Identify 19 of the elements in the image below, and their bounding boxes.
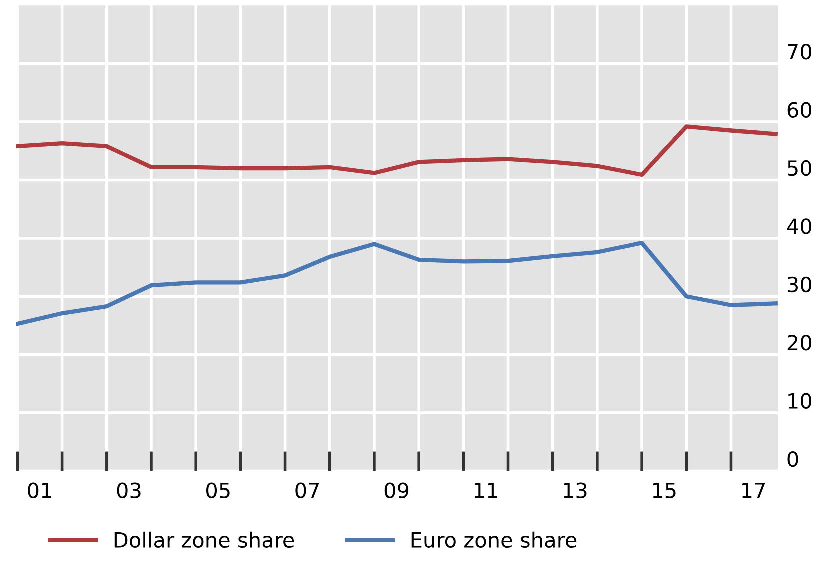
x-tick-label: 03 <box>117 482 141 498</box>
y-tick-label: 20 <box>788 335 812 351</box>
x-tick-label: 01 <box>28 482 52 498</box>
y-tick-label: 60 <box>788 102 812 118</box>
y-tick-label: 10 <box>788 393 812 409</box>
x-tick-label: 11 <box>474 482 498 498</box>
x-tick-label: 07 <box>296 482 320 498</box>
y-tick-label: 70 <box>788 44 812 60</box>
x-tick-label: 09 <box>384 482 409 498</box>
x-tick-label: 17 <box>742 482 765 498</box>
legend-label: Euro zone share <box>412 532 577 548</box>
x-tick-label: 05 <box>206 482 230 498</box>
y-tick-label: 40 <box>787 218 812 234</box>
x-tick-label: 13 <box>564 482 587 498</box>
y-tick-label: 0 <box>788 451 798 468</box>
y-tick-label: 50 <box>788 160 812 176</box>
y-tick-label: 30 <box>788 276 812 293</box>
legend-label: Dollar zone share <box>114 532 294 548</box>
x-tick-label: 15 <box>653 482 676 498</box>
